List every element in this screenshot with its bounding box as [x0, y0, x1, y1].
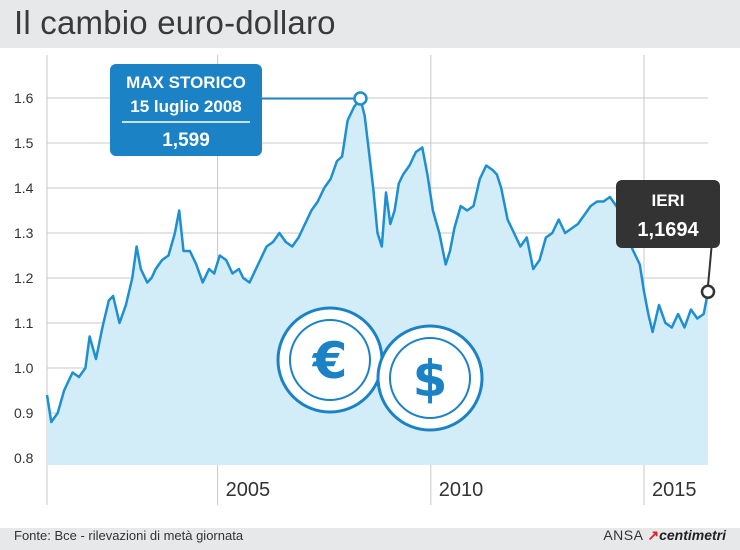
y-tick-label: 1.3	[14, 225, 34, 241]
y-tick-label: 1.5	[14, 135, 34, 151]
max-callout: MAX STORICO 15 luglio 2008 1,599	[110, 64, 355, 156]
series-area	[45, 97, 710, 465]
x-tick-label: 2010	[439, 479, 484, 501]
now-marker	[700, 284, 716, 300]
now-callout-leader	[707, 241, 713, 286]
max-callout-value: 1,599	[162, 130, 210, 151]
x-tick-label: 2015	[652, 479, 697, 501]
series-line	[45, 97, 710, 424]
brand-agency: ANSA	[603, 527, 644, 543]
y-tick-label: 0.9	[14, 405, 34, 421]
euro-coin-icon: €	[276, 306, 384, 414]
max-callout-title: MAX STORICO	[126, 73, 246, 92]
page-title: Il cambio euro-dollaro	[14, 4, 336, 41]
y-tick-label: 1.0	[14, 360, 34, 376]
now-callout-title: IERI	[651, 191, 684, 210]
y-tick-label: 1.6	[14, 90, 34, 106]
markers	[353, 91, 716, 300]
y-axis: 0.8 0.9 1.0 1.1 1.2 1.3 1.4 1.5 1.6	[14, 90, 34, 466]
dollar-coin-icon: $	[376, 324, 484, 432]
y-tick-label: 0.8	[14, 450, 34, 466]
x-axis: 2005 2010 2015	[226, 479, 697, 501]
max-callout-date: 15 luglio 2008	[130, 97, 242, 116]
now-callout: IERI 1,1694	[616, 180, 720, 286]
brand-logo: ANSA ↗centimetri	[603, 527, 726, 544]
max-marker	[353, 91, 368, 106]
x-tick-label: 2005	[226, 479, 270, 501]
series-area-fill	[47, 98, 708, 465]
brand-name: centimetri	[659, 527, 726, 543]
y-tick-label: 1.4	[14, 180, 34, 196]
brand-mark-icon: ↗	[647, 527, 660, 543]
y-tick-label: 1.2	[14, 270, 34, 286]
y-tick-label: 1.1	[14, 315, 34, 331]
now-callout-value: 1,1694	[637, 219, 699, 241]
now-callout-box	[616, 180, 720, 248]
svg-text:€: €	[312, 332, 348, 390]
svg-text:$: $	[413, 350, 448, 408]
max-callout-box	[110, 64, 262, 156]
source-note: Fonte: Bce - rilevazioni di metà giornat…	[14, 528, 244, 543]
